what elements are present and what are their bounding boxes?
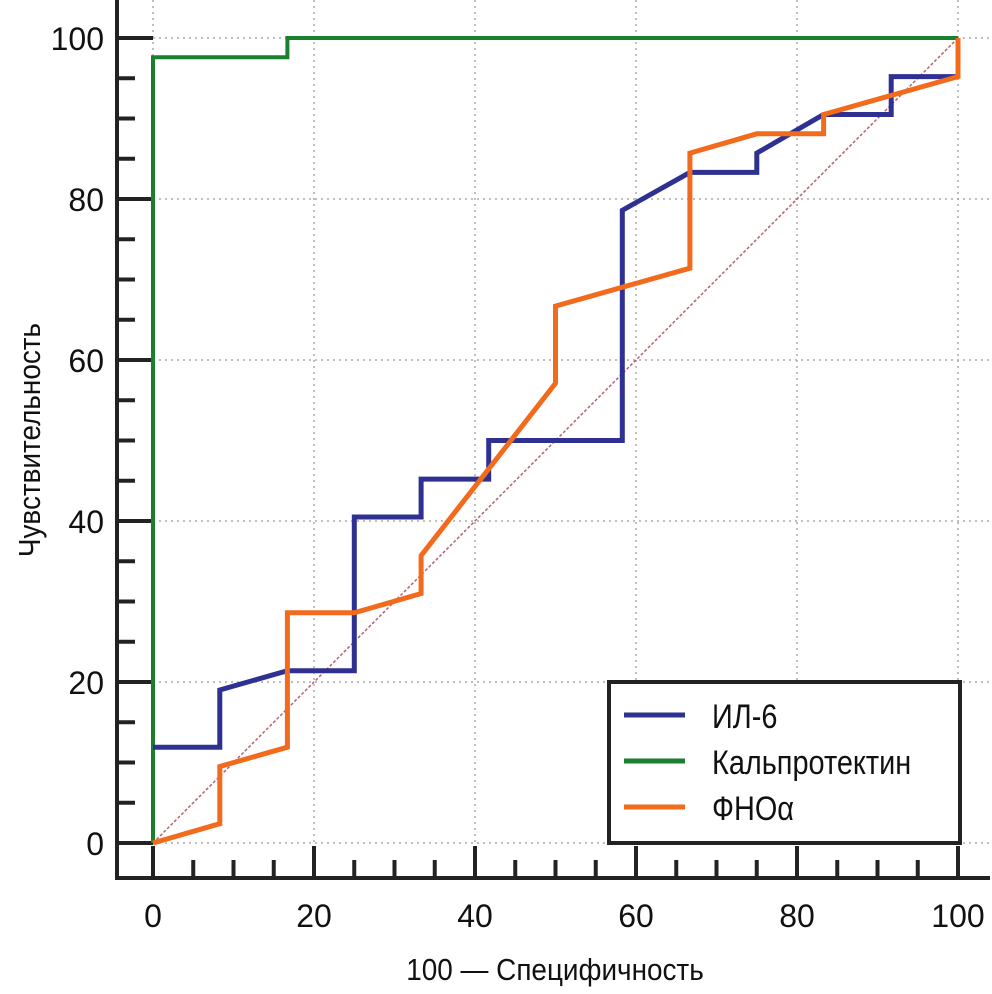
series-line-1 (151, 36, 958, 843)
legend-label-2: ФНОα (712, 789, 794, 828)
series-line-0 (153, 74, 958, 750)
x-tick-label: 60 (618, 898, 654, 934)
legend: ИЛ-6 Кальпротектин ФНОα (607, 680, 962, 845)
tick-labels: 0 20 40 60 80 100 0 20 40 60 80 100 (51, 21, 985, 934)
axes (115, 0, 990, 880)
y-axis-label: Чувствительность (13, 323, 48, 557)
y-tick-label: 80 (68, 182, 104, 218)
x-tick-label: 80 (779, 898, 815, 934)
legend-label-1: Кальпротектин (712, 743, 911, 782)
series-lines (151, 36, 961, 846)
y-tick-label: 100 (51, 21, 104, 57)
x-axis-label: 100 — Специфичность (406, 953, 703, 988)
x-tick-label: 100 (931, 898, 984, 934)
legend-label-0: ИЛ-6 (712, 697, 777, 736)
x-tick-label: 40 (457, 898, 493, 934)
y-tick-label: 0 (86, 826, 104, 862)
y-tick-label: 40 (68, 504, 104, 540)
y-tick-label: 20 (68, 665, 104, 701)
series-line-2 (152, 38, 961, 846)
x-tick-label: 20 (296, 898, 332, 934)
x-tick-label: 0 (144, 898, 162, 934)
y-tick-label: 60 (68, 343, 104, 379)
